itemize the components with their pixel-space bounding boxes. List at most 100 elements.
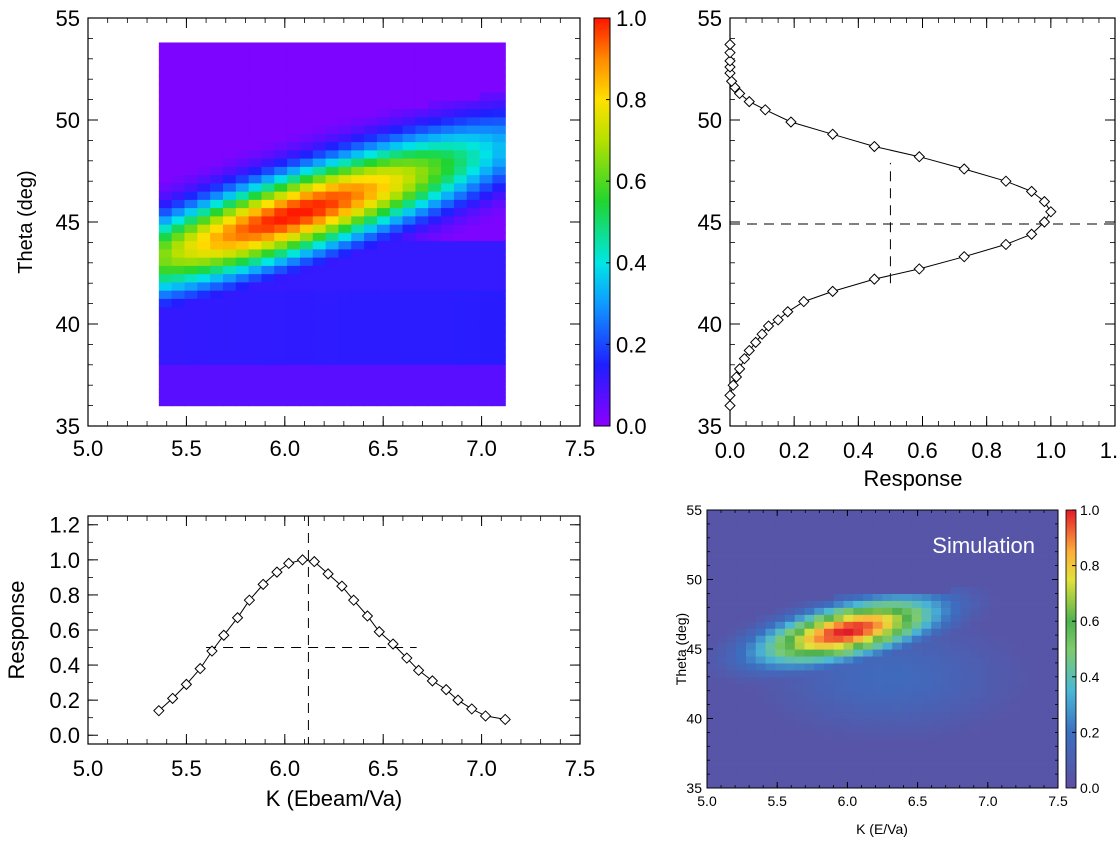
heatmap-cell [872, 558, 884, 567]
heatmap-cell [351, 372, 365, 382]
heatmap-cell [931, 586, 942, 594]
heatmap-cell [210, 207, 224, 217]
heatmap-cell [466, 83, 481, 93]
heatmap-cell [785, 635, 796, 643]
heatmap-cell [1019, 669, 1030, 678]
heatmap-cell [312, 75, 327, 85]
heatmap-cell [1028, 760, 1040, 768]
heatmap-cell [274, 125, 288, 134]
heatmap-cell [980, 635, 991, 643]
heatmap-cell [1028, 572, 1040, 581]
heatmap-cell [428, 166, 442, 176]
heatmap-cell [492, 100, 506, 110]
heatmap-cell [950, 565, 962, 574]
heatmap-cell [843, 781, 854, 788]
heatmap-cell [299, 133, 314, 143]
heatmap-cell [1038, 614, 1049, 622]
heatmap-cell [376, 75, 391, 85]
heatmap-cell [726, 510, 737, 518]
heatmap-cell [931, 655, 942, 664]
heatmap-cell [274, 273, 288, 283]
heatmap-cell [980, 753, 991, 761]
heatmap-cell [950, 579, 962, 588]
heatmap-cell [325, 92, 340, 101]
heatmap-cell [1038, 669, 1049, 678]
heatmap-cell [351, 182, 365, 192]
heatmap-cell [882, 565, 893, 574]
heatmap-cell [402, 166, 417, 176]
x-tick-label: 0.0 [715, 438, 746, 463]
heatmap-cell [351, 125, 365, 134]
heatmap-cell [261, 199, 275, 209]
heatmap-cell [351, 290, 365, 299]
heatmap-cell [235, 290, 250, 299]
heatmap-cell [184, 240, 198, 250]
heatmap-cell [184, 207, 198, 217]
heatmap-cell [843, 579, 854, 588]
heatmap-cell [999, 628, 1010, 636]
heatmap-cell [351, 116, 365, 126]
heatmap-cell [453, 265, 468, 275]
heatmap-cell [197, 50, 211, 60]
heatmap-cell [863, 544, 874, 553]
heatmap-cell [364, 339, 378, 349]
heatmap-cell [824, 621, 835, 629]
heatmap-cell [492, 380, 506, 390]
heatmap-cell [402, 372, 417, 382]
heatmap-cell [197, 67, 211, 77]
heatmap-cell [804, 781, 815, 788]
heatmap-cell [376, 265, 391, 275]
heatmap-cell [364, 100, 378, 110]
heatmap-cell [746, 572, 757, 581]
heatmap-cell [1028, 607, 1040, 615]
heatmap-cell [824, 642, 835, 650]
heatmap-cell [941, 697, 952, 706]
heatmap-cell [882, 558, 893, 567]
heatmap-cell [902, 516, 913, 525]
heatmap-cell [804, 739, 815, 747]
heatmap-cell [210, 100, 224, 110]
heatmap-cell [235, 257, 250, 266]
heatmap-cell [960, 718, 971, 727]
colorbar-tick-label: 1.0 [616, 6, 647, 31]
heatmap-cell [833, 593, 845, 601]
heatmap-cell [466, 100, 481, 110]
heatmap-cell [843, 586, 854, 594]
heatmap-cell [785, 662, 796, 671]
heatmap-cell [441, 273, 455, 283]
heatmap-cell [274, 314, 288, 324]
heatmap-cell [222, 290, 237, 299]
heatmap-cell [775, 614, 786, 622]
heatmap-cell [911, 683, 923, 692]
data-marker [868, 140, 881, 153]
heatmap-cell [833, 537, 845, 546]
heatmap-cell [941, 711, 952, 720]
heatmap-cell [726, 516, 737, 525]
heatmap-cell [492, 92, 506, 101]
heatmap-cell [441, 50, 455, 60]
heatmap-cell [950, 683, 962, 692]
heatmap-cell [274, 50, 288, 60]
heatmap-cell [755, 669, 767, 678]
heatmap-cell [287, 380, 301, 390]
heatmap-cell [716, 523, 728, 532]
heatmap-cell [902, 607, 913, 615]
heatmap-cell [402, 281, 417, 291]
heatmap-cell [158, 158, 173, 167]
heatmap-cell [989, 683, 1001, 692]
heatmap-cell [941, 655, 952, 664]
heatmap-cell [287, 133, 301, 143]
data-marker [733, 363, 746, 375]
heatmap-cell [351, 240, 365, 250]
heatmap-cell [479, 166, 493, 176]
heatmap-cell [210, 215, 224, 225]
heatmap-cell [338, 356, 352, 365]
heatmap-cell [184, 174, 198, 184]
heatmap-cell [814, 690, 825, 699]
heatmap-cell [158, 125, 173, 134]
heatmap-cell [902, 739, 913, 747]
heatmap-cell [441, 67, 455, 77]
heatmap-cell [453, 92, 468, 101]
heatmap-cell [902, 621, 913, 629]
heatmap-cell [863, 753, 874, 761]
